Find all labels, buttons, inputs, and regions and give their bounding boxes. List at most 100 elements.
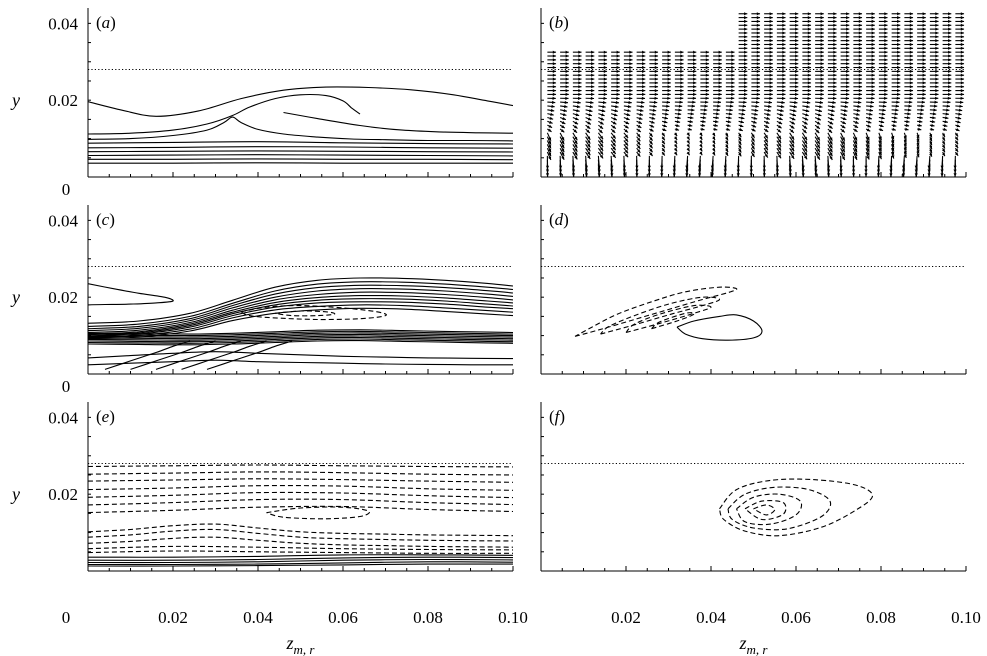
velocity-vector-head: [601, 109, 606, 113]
velocity-vector-head: [712, 136, 715, 141]
velocity-vector-head: [846, 77, 850, 81]
velocity-vector-head: [845, 96, 849, 100]
velocity-vector-head: [690, 116, 694, 120]
velocity-vector-head: [889, 169, 893, 173]
velocity-vector-head: [897, 92, 901, 96]
velocity-vector-head: [552, 54, 556, 58]
velocity-vector-head: [864, 173, 868, 177]
velocity-vector-head: [705, 69, 709, 73]
velocity-vector-head: [878, 147, 882, 152]
velocity-vector-head: [693, 81, 697, 85]
velocity-vector-head: [693, 69, 697, 73]
velocity-vector-head: [591, 85, 595, 89]
velocity-vector-head: [710, 173, 714, 177]
velocity-vector-head: [884, 96, 888, 100]
velocity-vector-head: [916, 146, 920, 150]
velocity-vector-head: [782, 69, 786, 73]
velocity-vector-head: [769, 81, 773, 85]
velocity-vector-head: [686, 140, 690, 144]
velocity-vector-head: [777, 150, 781, 155]
velocity-vector-head: [744, 58, 748, 62]
velocity-vector-head: [623, 177, 626, 180]
velocity-vector-head: [960, 62, 964, 66]
velocity-vector-head: [852, 173, 856, 177]
velocity-vector-head: [723, 169, 727, 173]
velocity-vector-head: [879, 128, 883, 131]
velocity-vector-head: [723, 173, 727, 177]
velocity-vector-head: [654, 58, 658, 62]
panel-tag: (f): [549, 407, 565, 426]
velocity-vector-head: [667, 54, 671, 58]
velocity-vector-head: [956, 128, 960, 131]
velocity-vector-head: [552, 81, 556, 85]
velocity-vector-head: [953, 169, 957, 173]
velocity-vector-head: [814, 165, 818, 169]
velocity-vector-head: [551, 104, 555, 108]
velocity-vector-head: [897, 39, 901, 43]
velocity-vector-head: [871, 31, 875, 35]
velocity-vector-head: [807, 58, 811, 62]
velocity-vector-head: [731, 73, 735, 77]
velocity-vector-head: [871, 77, 875, 81]
velocity-vector-head: [654, 96, 658, 100]
velocity-vector-head: [693, 50, 697, 54]
velocity-vector-head: [730, 100, 734, 104]
velocity-vector-head: [576, 105, 581, 109]
velocity-vector-head: [820, 81, 824, 85]
velocity-vector-head: [575, 117, 579, 121]
velocity-vector-head: [935, 81, 939, 85]
velocity-vector-head: [876, 165, 881, 169]
velocity-vector-head: [846, 81, 850, 85]
velocity-vector-head: [935, 12, 939, 16]
velocity-vector-head: [803, 125, 808, 129]
velocity-vector-head: [610, 165, 614, 169]
velocity-vector-head: [693, 89, 697, 93]
positive-contour-line: [88, 554, 513, 558]
velocity-vector-head: [948, 62, 952, 66]
velocity-vector-head: [922, 50, 926, 54]
velocity-vector-head: [858, 69, 862, 73]
velocity-vector-head: [897, 58, 901, 62]
velocity-vector-head: [846, 23, 850, 27]
velocity-vector-head: [795, 12, 799, 16]
velocity-vector-head: [884, 12, 888, 16]
velocity-vector-head: [578, 58, 582, 62]
velocity-vector-head: [954, 133, 959, 137]
velocity-vector-head: [807, 23, 811, 27]
y-tick-label: 0.04: [48, 14, 78, 33]
velocity-vector-head: [660, 173, 664, 177]
velocity-vector-head: [815, 129, 820, 133]
velocity-vector-head: [884, 54, 888, 58]
velocity-vector-head: [833, 31, 837, 35]
velocity-vector-head: [948, 81, 952, 85]
velocity-vector-head: [680, 96, 684, 100]
velocity-vector-head: [629, 89, 633, 93]
velocity-vector-head: [941, 152, 945, 157]
velocity-vector-head: [884, 16, 888, 20]
velocity-vector-head: [884, 58, 888, 62]
velocity-vector-head: [953, 173, 957, 177]
velocity-vector-head: [752, 124, 757, 128]
velocity-vector-head: [599, 129, 603, 134]
velocity-vector-head: [858, 65, 862, 70]
velocity-vector-head: [654, 54, 658, 58]
velocity-vector-head: [889, 165, 893, 169]
velocity-vector-head: [791, 155, 795, 159]
velocity-vector-head: [960, 65, 964, 70]
velocity-vector-head: [587, 151, 591, 156]
velocity-vector-head: [672, 173, 676, 177]
positive-contour-line: [88, 301, 513, 337]
velocity-vector-head: [793, 105, 797, 109]
velocity-vector-head: [829, 141, 833, 145]
velocity-vector-head: [935, 89, 939, 93]
velocity-vector-head: [792, 113, 796, 117]
velocity-vector-head: [564, 104, 568, 109]
velocity-vector-head: [871, 92, 875, 96]
velocity-vector-head: [680, 73, 684, 77]
velocity-vector-head: [803, 129, 807, 134]
velocity-vector-head: [739, 128, 743, 131]
velocity-vector-head: [693, 77, 697, 81]
negative-contour-line: [718, 478, 874, 537]
velocity-vector-head: [654, 62, 658, 66]
panel-f: 0.02 0.04 0.06 0.08 0.10 zm, r (f): [540, 402, 981, 656]
